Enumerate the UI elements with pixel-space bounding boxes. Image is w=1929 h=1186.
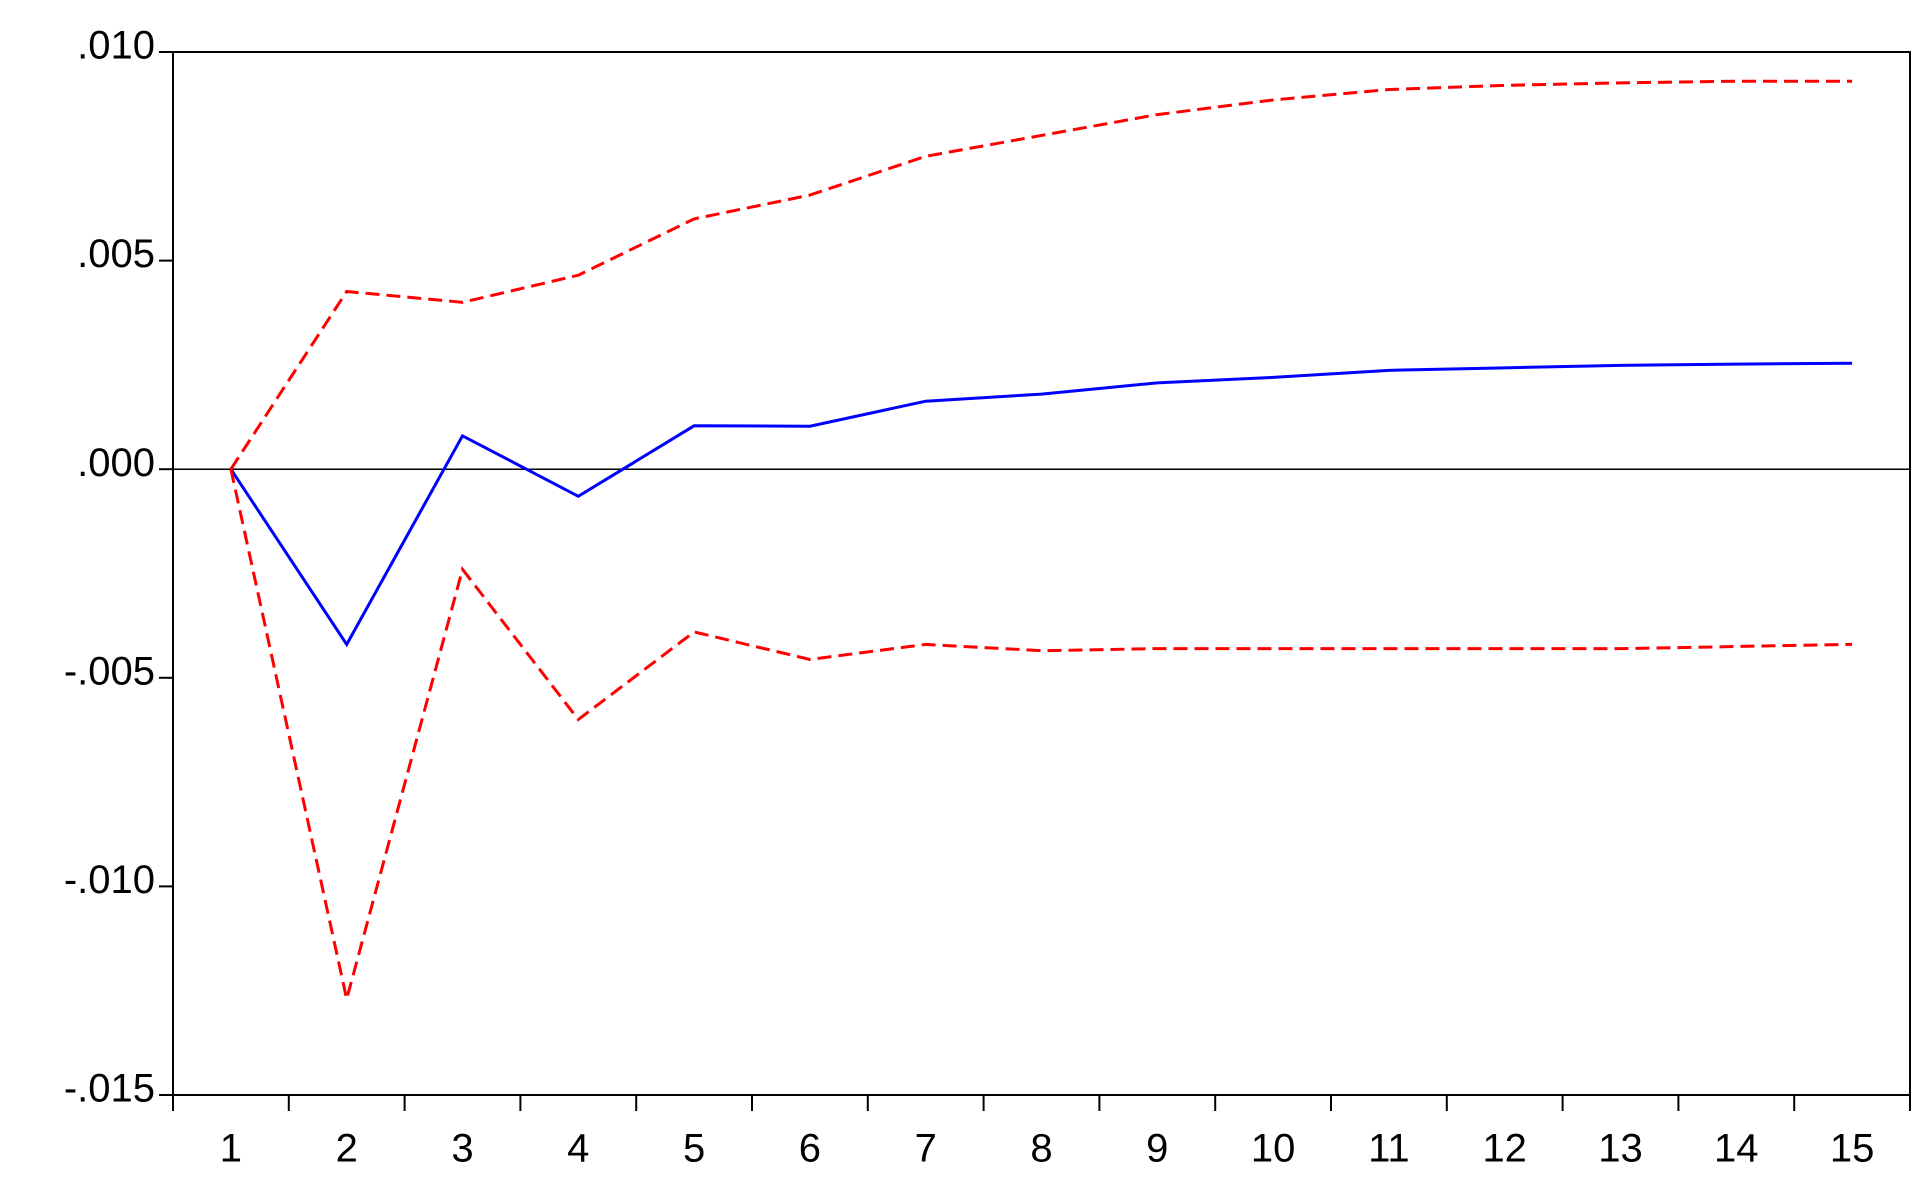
- y-tick-label: .005: [77, 232, 155, 276]
- x-tick-label: 10: [1251, 1127, 1296, 1171]
- plot-frame: [172, 51, 1911, 1096]
- y-tick-label: -.005: [64, 649, 155, 693]
- x-tick-label: 3: [451, 1127, 473, 1171]
- series-line: [229, 468, 1853, 1000]
- x-tick-label: 1: [220, 1127, 242, 1171]
- x-tick-label: 9: [1146, 1127, 1168, 1171]
- x-tick-label: 13: [1598, 1127, 1643, 1171]
- y-tick-label: -.010: [64, 858, 155, 902]
- x-tick-label: 12: [1482, 1127, 1527, 1171]
- y-tick-label: .010: [77, 24, 155, 68]
- series-line: [229, 79, 1853, 471]
- x-tick-label: 6: [799, 1127, 821, 1171]
- x-tick-label: 5: [683, 1127, 705, 1171]
- x-tick-label: 2: [336, 1127, 358, 1171]
- x-tick-label: 11: [1368, 1127, 1410, 1171]
- x-tick-label: 14: [1714, 1127, 1759, 1171]
- series-line: [229, 361, 1853, 648]
- x-tick-label: 15: [1830, 1127, 1875, 1171]
- x-tick-label: 8: [1030, 1127, 1052, 1171]
- y-tick-label: .000: [77, 441, 155, 485]
- x-tick-label: 4: [567, 1127, 589, 1171]
- x-tick-label: 7: [915, 1127, 937, 1171]
- y-tick-label: -.015: [64, 1067, 155, 1111]
